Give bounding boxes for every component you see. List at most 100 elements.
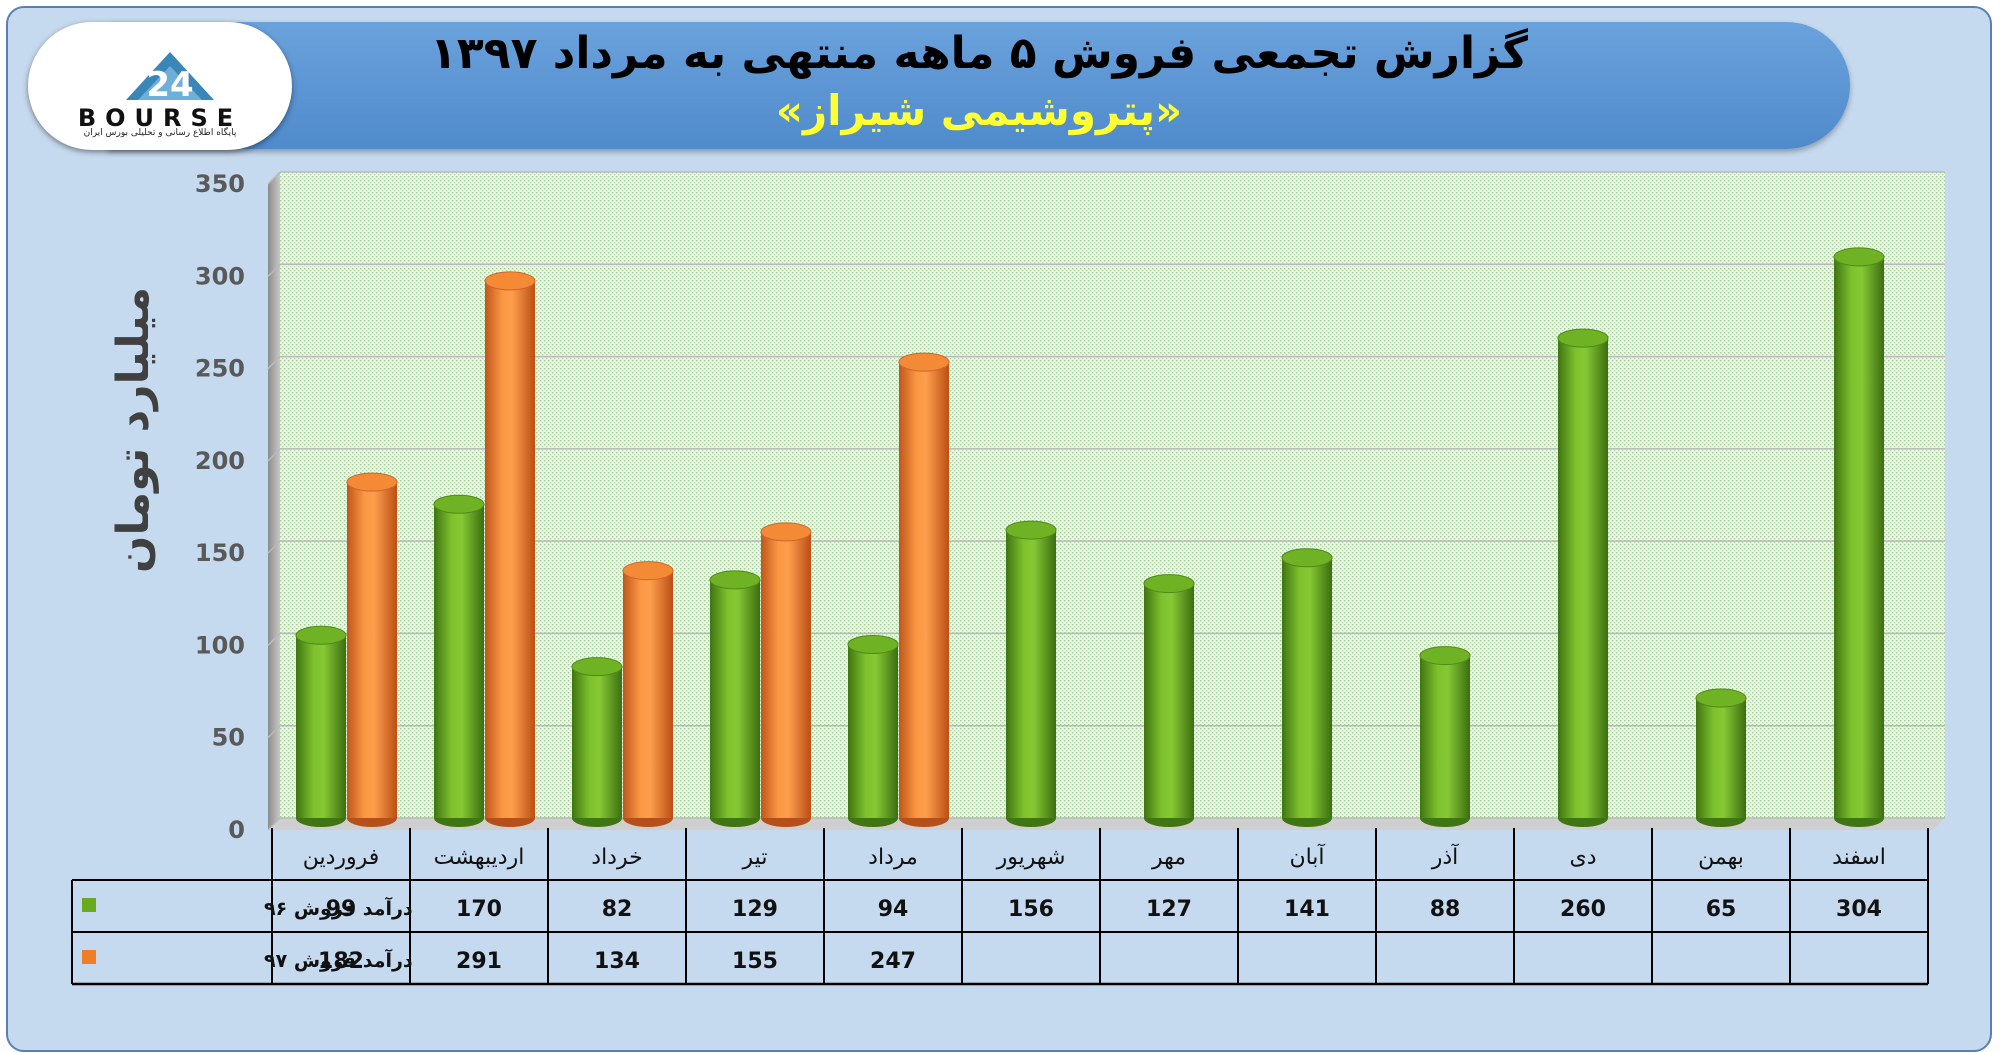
data-table: فروردین 99 182 اردیبهشت 170 291 خرداد 82 134 تیر 1…: [71, 828, 1929, 986]
data-value-label: 82: [602, 897, 633, 922]
bar-96: [1005, 520, 1057, 827]
y-tick-label: 50: [212, 724, 245, 752]
bar-body: [296, 635, 346, 818]
logo-text: BOURSE: [77, 104, 243, 132]
bar-97: [346, 472, 398, 827]
bar-top: [898, 352, 950, 372]
plot-side-wall: [268, 172, 280, 830]
y-tick-label: 200: [195, 447, 245, 475]
logo-subtitle: پایگاه اطلاع رسانی و تحلیلی بورس ایران: [83, 128, 237, 138]
bar-top: [346, 472, 398, 492]
x-tick-label: دی: [1569, 845, 1596, 870]
bar-96: [295, 625, 347, 827]
data-value-label: 247: [870, 949, 916, 974]
x-tick-label: آذر: [1431, 843, 1459, 870]
bar-top: [484, 271, 536, 291]
y-tick-label: 0: [228, 816, 245, 844]
gridline-side: [267, 540, 281, 554]
x-tick-label: خرداد: [591, 845, 642, 870]
x-tick-label: شهریور: [996, 845, 1066, 870]
logo-mark-icon: 24: [126, 52, 214, 105]
data-value-label: 170: [456, 897, 502, 922]
bar-96: [1281, 548, 1333, 827]
bar-96: [1833, 247, 1885, 827]
bar-97: [898, 352, 950, 827]
bar-96: [1419, 646, 1471, 827]
data-value-label: 88: [1430, 897, 1461, 922]
y-axis-label: میلیارد تومان: [108, 287, 159, 573]
bar-top: [1695, 688, 1747, 708]
data-value-label: 291: [456, 949, 502, 974]
bar-body: [899, 362, 949, 818]
bar-top: [295, 625, 347, 645]
bar-body: [434, 504, 484, 818]
bar-body: [572, 666, 622, 818]
bar-96: [571, 657, 623, 827]
plot-back-wall: [280, 172, 1945, 818]
bar-97: [760, 522, 812, 827]
data-value-label: 304: [1836, 897, 1882, 922]
bar-body: [710, 579, 760, 818]
x-tick-label: اردیبهشت: [434, 845, 525, 870]
bar-96: [1557, 328, 1609, 827]
data-value-label: 127: [1146, 897, 1192, 922]
bar-96: [433, 494, 485, 827]
bar-body: [1696, 698, 1746, 818]
bar-body: [623, 570, 673, 818]
y-tick-label: 350: [195, 170, 245, 198]
plot-floor: [268, 818, 1945, 830]
data-value-label: 260: [1560, 897, 1606, 922]
legend-label: درآمد فروش ۹۶: [264, 896, 413, 920]
bar-top: [571, 657, 623, 677]
title-banner: گزارش تجمعی فروش ۵ ماهه منتهی به مرداد ۱…: [108, 22, 1850, 149]
x-tick-label: مهر: [1151, 845, 1186, 870]
bar-body: [1006, 530, 1056, 818]
legend-swatch: [82, 950, 96, 964]
bar-96: [847, 635, 899, 827]
bar-97: [484, 271, 536, 827]
bar-top: [1005, 520, 1057, 540]
bar-body: [1558, 338, 1608, 818]
bar-top: [1281, 548, 1333, 568]
chart-title: گزارش تجمعی فروش ۵ ماهه منتهی به مرداد ۱…: [430, 28, 1528, 79]
data-value-label: 156: [1008, 897, 1054, 922]
y-tick-label: 150: [195, 539, 245, 567]
bar-body: [1834, 256, 1884, 819]
x-tick-label: اسفند: [1832, 845, 1886, 870]
bar-97: [622, 561, 674, 827]
legend-swatch: [82, 898, 96, 912]
bar-body: [485, 280, 535, 818]
data-value-label: 129: [732, 897, 778, 922]
gridline-side: [267, 632, 281, 646]
data-value-label: 182: [318, 949, 364, 974]
bar-top: [709, 570, 761, 590]
bar-top: [847, 635, 899, 655]
gridline-side: [267, 448, 281, 462]
gridline-side: [267, 725, 281, 739]
bar-96: [1695, 688, 1747, 827]
data-value-label: 94: [878, 897, 909, 922]
gridline-side: [267, 171, 281, 185]
svg-text:24: 24: [146, 65, 193, 105]
bar-top: [622, 561, 674, 581]
data-value-label: 65: [1706, 897, 1737, 922]
x-tick-label: بهمن: [1698, 845, 1744, 870]
y-tick-label: 300: [195, 262, 245, 290]
bar-body: [347, 482, 397, 818]
data-value-label: 141: [1284, 897, 1330, 922]
plot-area: 0 50 100 150 200 250 300 350 میلیارد تومان: [108, 170, 1945, 844]
data-value-label: 155: [732, 949, 778, 974]
bar-96: [709, 570, 761, 827]
bar-body: [1144, 583, 1194, 818]
bar-top: [1419, 646, 1471, 666]
bourse-logo: 24 BOURSE پایگاه اطلاع رسانی و تحلیلی بو…: [28, 22, 292, 150]
chart-subtitle: «پتروشیمی شیراز»: [775, 86, 1183, 135]
bar-body: [761, 531, 811, 818]
bar-body: [1420, 655, 1470, 818]
gridline-side: [267, 356, 281, 370]
x-tick-label: مرداد: [868, 845, 918, 870]
bar-top: [760, 522, 812, 542]
bar-top: [1833, 247, 1885, 267]
bar-top: [1557, 328, 1609, 348]
